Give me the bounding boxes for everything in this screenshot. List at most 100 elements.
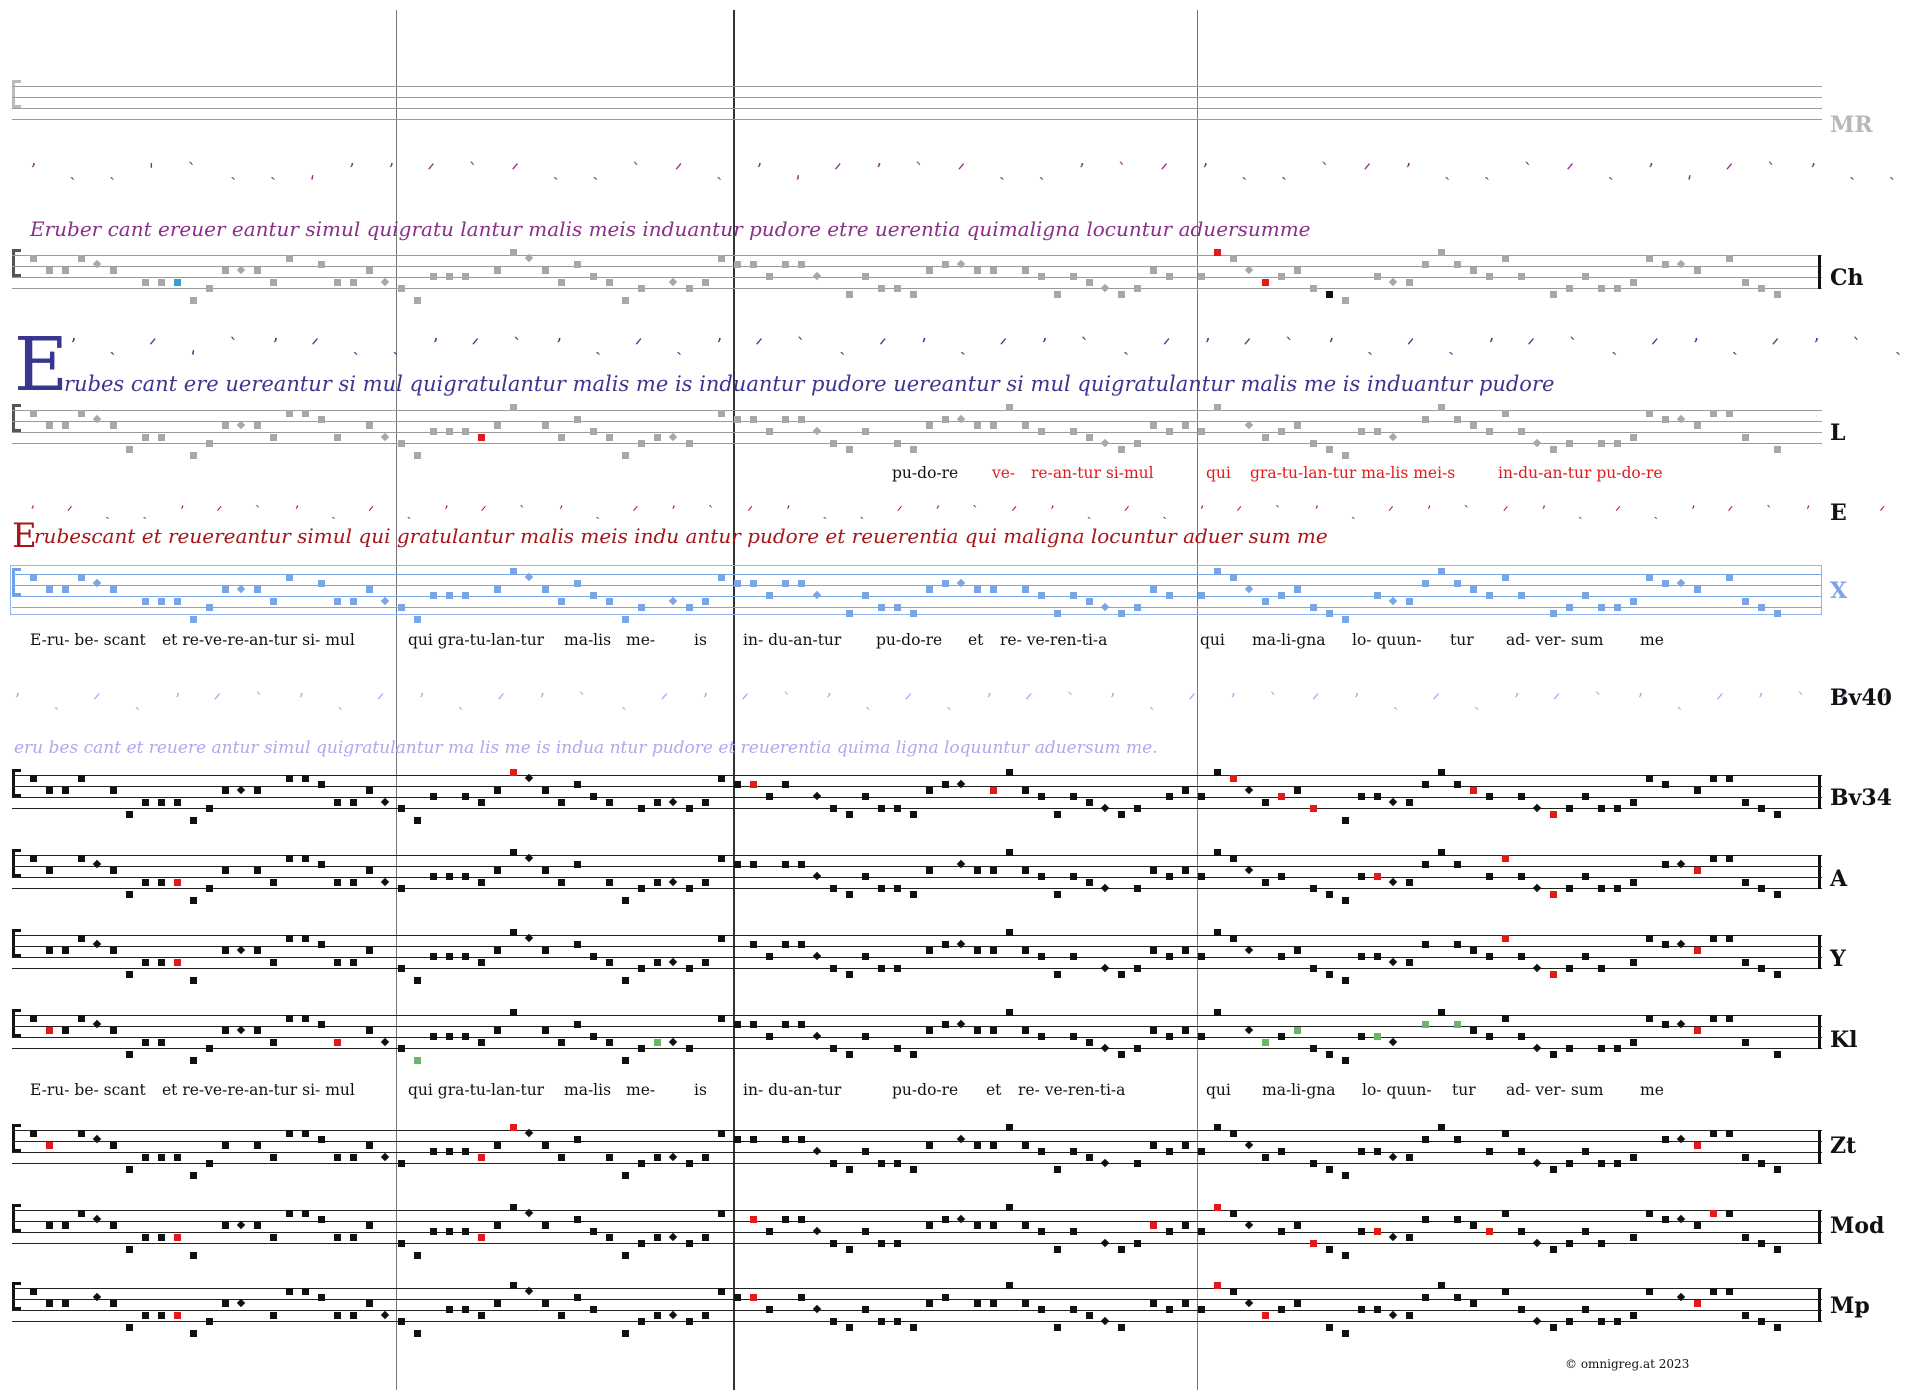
neume-note — [812, 871, 822, 881]
neume-note — [750, 1021, 757, 1028]
neume-note — [1486, 273, 1493, 280]
neume-note — [1070, 592, 1077, 599]
neume-note — [622, 616, 629, 623]
neume-note — [206, 1045, 213, 1052]
neume-note — [270, 1234, 277, 1241]
kl-lyric-8: et — [986, 1081, 1002, 1099]
kl-lyric-3: ma-lis — [564, 1081, 612, 1099]
neume-note — [236, 1220, 246, 1230]
neume-note — [1470, 1222, 1477, 1229]
neume-note — [1166, 1306, 1173, 1313]
neume-note — [1038, 592, 1045, 599]
neume-note — [1358, 793, 1365, 800]
neume-note — [318, 261, 325, 268]
neume-note — [1054, 291, 1061, 298]
neume-note — [1150, 1027, 1157, 1034]
neume-note — [236, 945, 246, 955]
neume-note — [270, 279, 277, 286]
neume-note — [990, 1300, 997, 1307]
neume-note — [126, 1051, 133, 1058]
neume-note — [334, 434, 341, 441]
siglum-mr: MR — [1830, 112, 1873, 138]
neume-note — [270, 598, 277, 605]
neume-note — [1532, 1158, 1542, 1168]
neume-note — [1022, 267, 1029, 274]
neume-note — [1134, 1045, 1141, 1052]
neume-note — [380, 797, 390, 807]
neume-note — [1182, 867, 1189, 874]
neume-note — [574, 1136, 581, 1143]
neume-note — [206, 604, 213, 611]
neume-note — [1388, 957, 1398, 967]
neume-note — [366, 867, 373, 874]
neume-note — [1518, 953, 1525, 960]
neume-note — [174, 879, 181, 886]
neume-note — [174, 959, 181, 966]
neume-note — [862, 428, 869, 435]
neume-note — [1374, 1228, 1381, 1235]
neume-note — [78, 775, 85, 782]
neume-note — [62, 586, 69, 593]
neume-note — [1694, 947, 1701, 954]
neume-note — [1646, 1288, 1653, 1295]
neume-note — [1598, 1240, 1605, 1247]
neume-note — [654, 1154, 661, 1161]
l-manuscript-text: rubes cant ere uereantur si mul quigratu… — [64, 372, 1555, 396]
neume-note — [1582, 793, 1589, 800]
neume-note — [574, 416, 581, 423]
neume-note — [494, 586, 501, 593]
neume-note — [1294, 586, 1301, 593]
neume-note — [782, 861, 789, 868]
neume-note — [1710, 1288, 1717, 1295]
neume-note — [1358, 1228, 1365, 1235]
neume-note — [894, 1240, 901, 1247]
neume-note — [142, 1039, 149, 1046]
neume-note — [1374, 953, 1381, 960]
neume-note — [1198, 428, 1205, 435]
neume-note — [1486, 873, 1493, 880]
neume-note — [830, 1318, 837, 1325]
neume-note — [1726, 855, 1733, 862]
neume-note — [654, 1312, 661, 1319]
neume-note — [1054, 1246, 1061, 1253]
kl-lyric-11: ma-li-gna — [1262, 1081, 1336, 1099]
neume-note — [1742, 1154, 1749, 1161]
neume-note — [1294, 267, 1301, 274]
neume-note — [1582, 873, 1589, 880]
neume-note — [62, 422, 69, 429]
neume-note — [1486, 953, 1493, 960]
neume-note — [1070, 953, 1077, 960]
neume-note — [862, 793, 869, 800]
l-initial: E — [14, 322, 69, 408]
neume-note — [1438, 249, 1445, 256]
neume-note — [1214, 1009, 1221, 1016]
lyric-syllables-12: lo- quun- — [1352, 631, 1422, 649]
neume-note — [1358, 953, 1365, 960]
neume-note — [1518, 1228, 1525, 1235]
neume-note — [510, 249, 517, 256]
neume-note — [1150, 586, 1157, 593]
neume-note — [734, 580, 741, 587]
neume-note — [446, 1228, 453, 1235]
neume-note — [846, 446, 853, 453]
neume-note — [846, 971, 853, 978]
neume-note — [542, 787, 549, 794]
neume-note — [1278, 428, 1285, 435]
clef-icon — [12, 249, 21, 277]
neume-note — [1422, 1216, 1429, 1223]
neume-note — [1358, 1306, 1365, 1313]
neume-note — [206, 805, 213, 812]
neume-note — [1710, 775, 1717, 782]
neume-note — [1244, 1298, 1254, 1308]
neume-note — [558, 598, 565, 605]
neume-note — [830, 1240, 837, 1247]
neume-note — [1406, 1312, 1413, 1319]
neume-note — [862, 1306, 869, 1313]
neume-note — [1422, 941, 1429, 948]
neume-note — [926, 867, 933, 874]
neume-note — [1006, 1204, 1013, 1211]
neume-note — [1774, 1051, 1781, 1058]
neume-note — [1406, 598, 1413, 605]
neume-note — [1100, 1238, 1110, 1248]
neume-note — [750, 1136, 757, 1143]
